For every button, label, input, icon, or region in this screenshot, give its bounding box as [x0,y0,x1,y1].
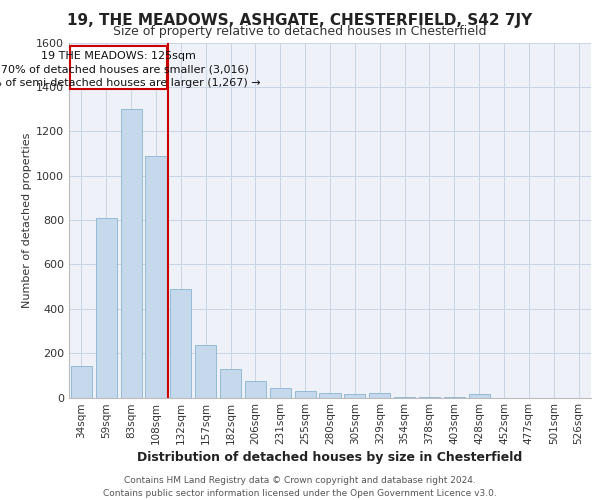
Bar [121,109,142,398]
Y-axis label: Number of detached properties: Number of detached properties [22,132,32,308]
Text: 29% of semi-detached houses are larger (1,267) →: 29% of semi-detached houses are larger (… [0,78,260,88]
Bar [71,366,92,398]
Bar [295,392,316,398]
Bar [145,156,167,398]
Bar [96,218,117,398]
Bar [245,381,266,398]
FancyBboxPatch shape [70,46,167,89]
Bar [319,393,341,398]
Text: 19 THE MEADOWS: 125sqm: 19 THE MEADOWS: 125sqm [41,50,196,60]
Bar [220,368,241,398]
Bar [369,392,390,398]
Text: ← 70% of detached houses are smaller (3,016): ← 70% of detached houses are smaller (3,… [0,64,249,74]
Text: Contains HM Land Registry data © Crown copyright and database right 2024.
Contai: Contains HM Land Registry data © Crown c… [103,476,497,498]
Bar [195,346,216,398]
Bar [469,394,490,398]
Text: 19, THE MEADOWS, ASHGATE, CHESTERFIELD, S42 7JY: 19, THE MEADOWS, ASHGATE, CHESTERFIELD, … [67,12,533,28]
X-axis label: Distribution of detached houses by size in Chesterfield: Distribution of detached houses by size … [137,452,523,464]
Bar [344,394,365,398]
Bar [270,388,291,398]
Text: Size of property relative to detached houses in Chesterfield: Size of property relative to detached ho… [113,25,487,38]
Bar [170,289,191,398]
